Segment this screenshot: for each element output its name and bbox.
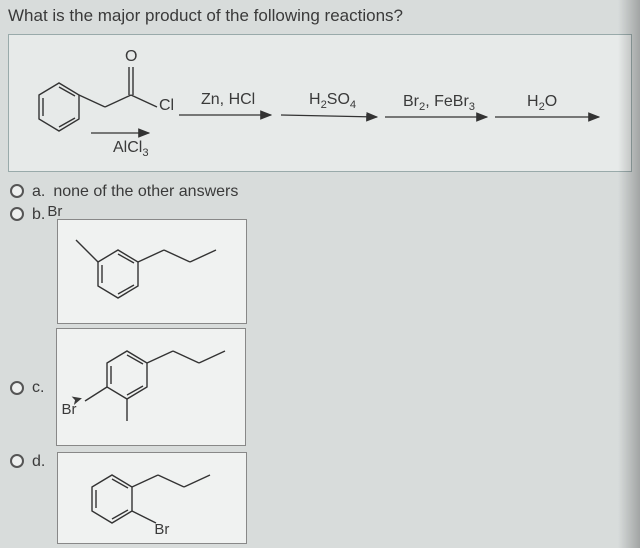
step2-reagent: Zn, HCl — [201, 91, 255, 109]
question-text: What is the major product of the followi… — [0, 0, 640, 30]
option-c[interactable]: c. ➤ Br — [8, 328, 640, 446]
chloride-label: Cl — [159, 97, 174, 115]
option-b[interactable]: b. Br — [8, 205, 640, 324]
option-d-letter: d. — [32, 452, 45, 471]
oxygen-label: O — [125, 48, 137, 66]
step3-reagent: H2SO4 — [309, 91, 356, 111]
option-b-br-label: Br — [47, 203, 62, 220]
reaction-scheme: O Cl AlCl3 Zn, HCl H2SO4 Br2, FeBr3 H2O — [8, 34, 632, 172]
option-d[interactable]: d. Br — [8, 452, 640, 544]
answer-options: a. none of the other answers b. Br — [0, 182, 640, 544]
step4-reagent: Br2, FeBr3 — [403, 93, 475, 113]
radio-c[interactable] — [10, 381, 24, 395]
option-d-br-label: Br — [154, 521, 169, 538]
radio-d[interactable] — [10, 454, 24, 468]
option-a-letter: a. — [32, 182, 45, 201]
option-a[interactable]: a. none of the other answers — [8, 182, 640, 201]
catalyst-label: AlCl3 — [113, 139, 149, 159]
option-c-br-label: Br — [61, 401, 76, 418]
radio-b[interactable] — [10, 207, 24, 221]
page-shadow — [618, 0, 640, 548]
option-b-structure — [57, 219, 247, 324]
option-d-structure: Br — [57, 452, 247, 544]
option-a-text: none of the other answers — [53, 182, 238, 201]
option-c-structure: ➤ Br — [56, 328, 246, 446]
step5-reagent: H2O — [527, 93, 557, 113]
option-b-letter: b. — [32, 205, 45, 224]
radio-a[interactable] — [10, 184, 24, 198]
option-c-letter: c. — [32, 378, 44, 397]
